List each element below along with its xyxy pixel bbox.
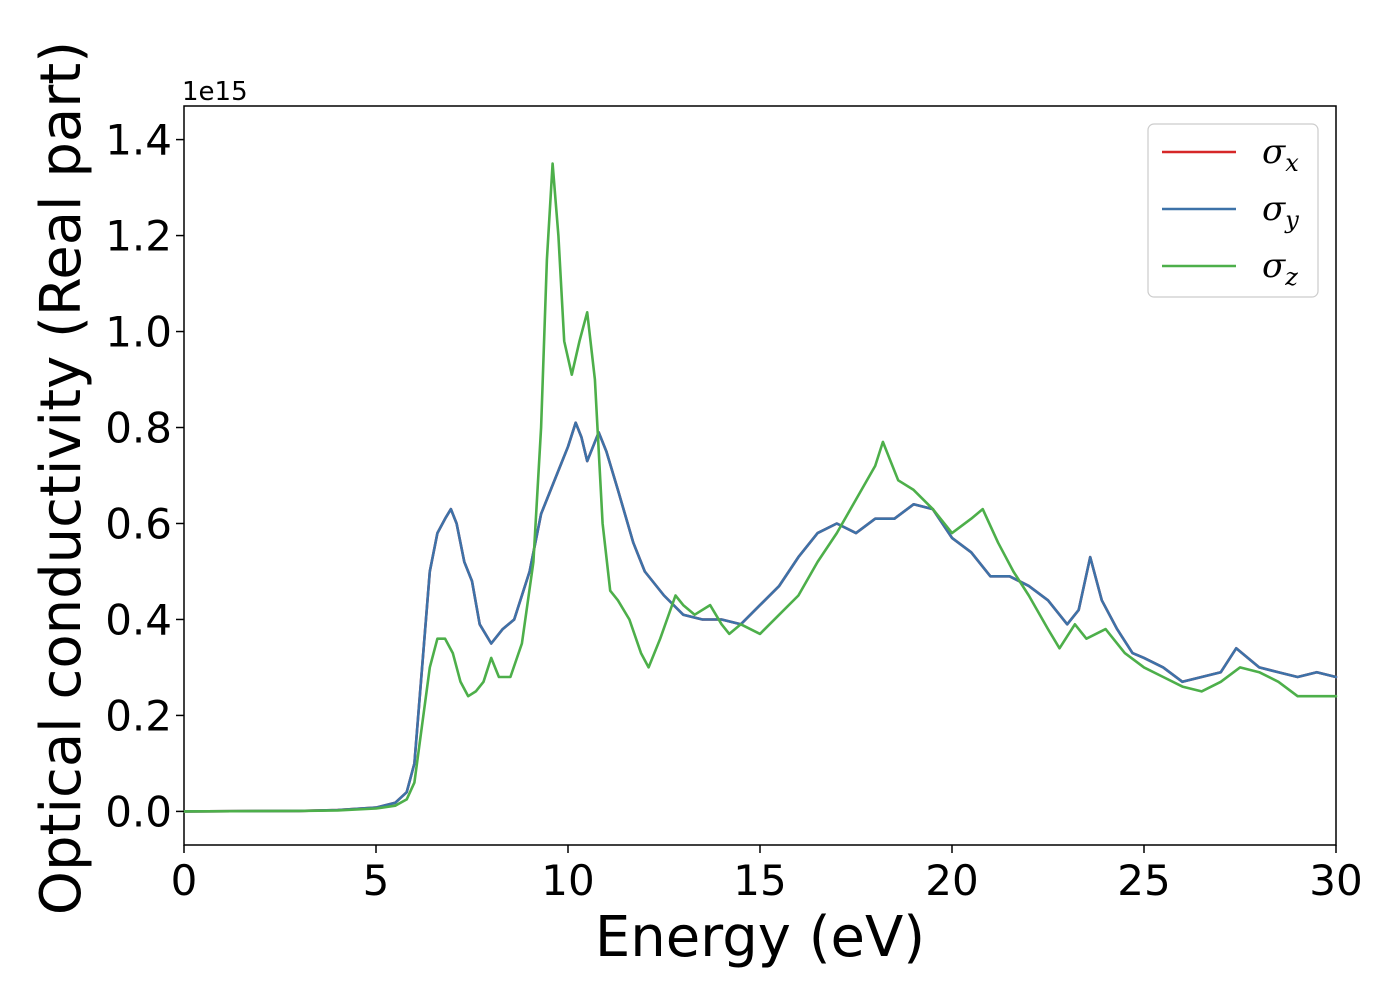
y-tick-label: 1.2 [105, 212, 172, 261]
y-tick-label: 0.8 [105, 404, 172, 453]
y-tick-label: 1.0 [105, 308, 172, 357]
legend-box [1147, 123, 1319, 298]
series-line-y [182, 421, 1338, 813]
y-tick-label: 0.2 [105, 691, 172, 740]
x-tick-label: 10 [541, 856, 594, 905]
x-axis-title: Energy (eV) [595, 905, 925, 970]
x-tick-label: 20 [925, 856, 978, 905]
x-axis: 0 5 10 15 20 25 30 [171, 845, 1363, 905]
y-tick-label: 0.0 [105, 787, 172, 836]
series-line-z [182, 162, 1338, 813]
series-layer [182, 162, 1338, 813]
y-axis-title: Optical conductivity (Real part) [29, 41, 94, 915]
series-line-x [182, 421, 1338, 813]
y-offset-label: 1e15 [182, 77, 248, 107]
y-tick-label: 0.6 [105, 499, 172, 548]
x-tick-label: 0 [171, 856, 198, 905]
x-tick-label: 15 [733, 856, 786, 905]
y-tick-label: 0.4 [105, 595, 172, 644]
x-tick-label: 25 [1117, 856, 1170, 905]
x-tick-label: 30 [1309, 856, 1362, 905]
y-tick-label: 1.4 [105, 116, 172, 165]
y-axis: 0.0 0.2 0.4 0.6 0.8 1.0 1.2 1.4 [105, 116, 184, 836]
x-tick-label: 5 [363, 856, 390, 905]
